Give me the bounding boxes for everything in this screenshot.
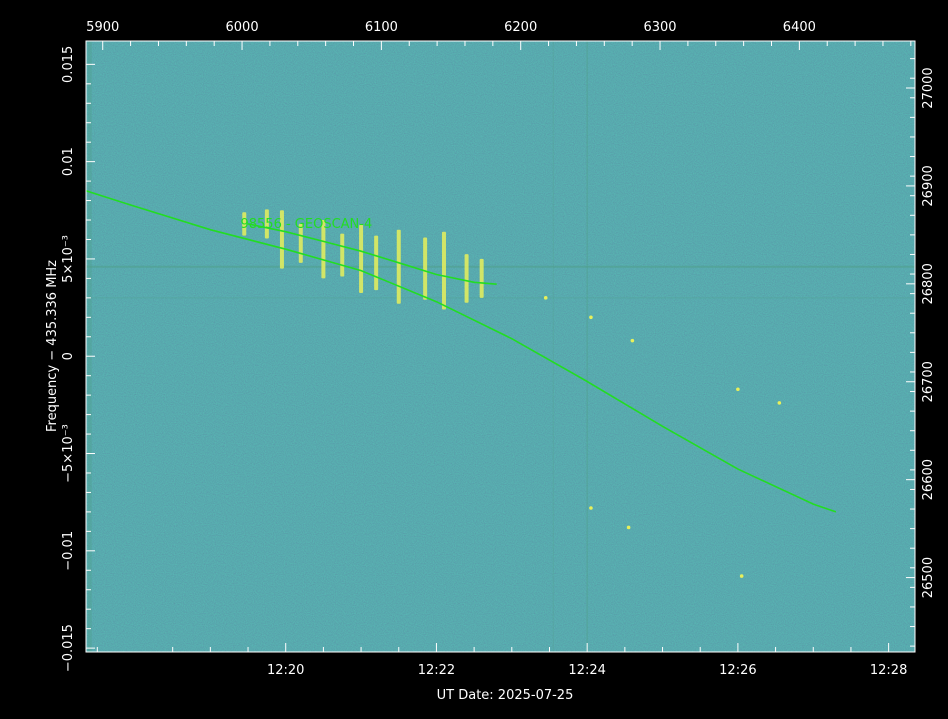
signal-dot <box>626 525 631 530</box>
track-label: 98556 - GEOSCAN-4 <box>240 217 372 232</box>
x-bottom-tick-label: 12:20 <box>267 663 304 678</box>
x-top-tick-label: 6000 <box>226 20 259 35</box>
burst <box>340 233 345 277</box>
plot-frame <box>85 40 916 653</box>
burst <box>396 229 401 304</box>
burst <box>359 224 364 293</box>
burst <box>374 235 379 291</box>
signal-dots <box>543 296 782 578</box>
x-bottom-tick-label: 12:28 <box>870 663 907 678</box>
x-bottom-tick-label: 12:24 <box>568 663 605 678</box>
signal-dot <box>543 296 548 300</box>
burst <box>479 258 484 298</box>
y-left-tick-label: −5×10⁻³ <box>61 424 76 483</box>
signal-dot <box>630 338 635 343</box>
burst <box>464 254 469 303</box>
signal-dot <box>736 387 740 392</box>
y-left-tick-label: −0.015 <box>61 624 76 672</box>
x-top-tick-label: 6100 <box>365 20 398 35</box>
y-left-tick-label: 5×10⁻³ <box>61 235 76 283</box>
burst <box>423 237 428 300</box>
noise-texture <box>86 41 915 652</box>
y-left-tick-label: 0 <box>61 352 76 360</box>
y-right-tick-label: 26800 <box>921 263 936 304</box>
axis-ticks: 12:20 12:22 12:24 12:26 12:28 5900 6000 6100 620… <box>61 20 936 678</box>
x-bottom-tick-label: 12:26 <box>719 663 756 678</box>
x-bottom-tick-label: 12:22 <box>418 663 455 678</box>
x-top-tick-label: 6200 <box>504 20 537 35</box>
x-top-tick-label: 5900 <box>86 20 119 35</box>
series-line <box>86 190 837 513</box>
x-top-tick-label: 6300 <box>643 20 676 35</box>
y-right-tick-label: 26700 <box>921 361 936 402</box>
y-axis-title: Frequency − 435.336 MHz <box>45 260 60 432</box>
y-right-tick-label: 27000 <box>921 67 936 108</box>
burst <box>321 220 326 279</box>
y-right-tick-label: 26600 <box>921 459 936 500</box>
burst <box>441 231 446 310</box>
x-axis-title: UT Date: 2025-07-25 <box>437 688 574 703</box>
signal-dot <box>589 506 593 510</box>
y-left-tick-label: 0.01 <box>61 147 76 176</box>
series-line <box>247 223 497 285</box>
burst <box>279 210 284 269</box>
y-left-tick-label: −0.01 <box>61 531 76 571</box>
signal-tracks <box>86 190 837 513</box>
signal-dot <box>739 574 744 578</box>
y-right-tick-label: 26500 <box>921 557 936 598</box>
x-top-tick-label: 6400 <box>783 20 816 35</box>
signal-dot <box>777 401 782 405</box>
signal-dot <box>589 315 593 320</box>
y-left-tick-label: 0.015 <box>61 46 76 83</box>
burst <box>242 212 247 236</box>
burst <box>264 209 269 239</box>
interference-lines <box>86 41 915 652</box>
y-right-tick-label: 26900 <box>921 165 936 206</box>
